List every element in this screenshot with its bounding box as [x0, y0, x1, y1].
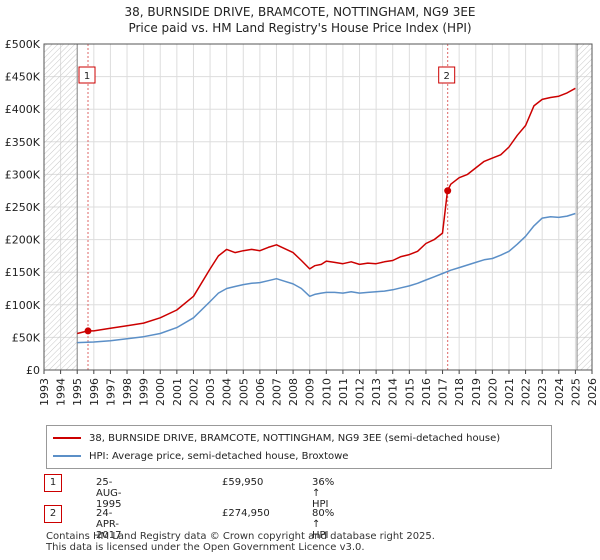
price-chart: 1 2 £0 £50K £100K £150K £200K £250K £300K £350K £… — [5, 38, 599, 406]
x-tick-label: 2007 — [270, 378, 283, 406]
transaction-number: 1 — [44, 474, 62, 492]
y-tick-label: £0 — [26, 364, 40, 377]
x-tick-label: 2005 — [237, 378, 250, 406]
sale-marker-dot — [84, 327, 92, 335]
footer-license: This data is licensed under the Open Gov… — [46, 542, 365, 553]
x-tick-label: 1999 — [138, 378, 151, 406]
y-tick-label: £450K — [5, 71, 41, 84]
y-tick-label: £350K — [5, 136, 41, 149]
legend: 38, BURNSIDE DRIVE, BRAMCOTE, NOTTINGHAM… — [46, 425, 552, 469]
x-tick-label: 2018 — [453, 378, 466, 406]
transaction-hpi: 36% ↑ HPI — [312, 477, 335, 510]
x-tick-label: 1993 — [38, 378, 51, 406]
x-tick-label: 2001 — [171, 378, 184, 406]
transaction-hpi: 80% ↑ HPI — [312, 508, 335, 541]
legend-hpi: HPI: Average price, semi-detached house,… — [53, 448, 348, 464]
footer-copyright: Contains HM Land Registry data © Crown c… — [46, 531, 435, 542]
x-tick-label: 2021 — [503, 378, 516, 406]
property-price-line — [77, 87, 576, 335]
legend-property: 38, BURNSIDE DRIVE, BRAMCOTE, NOTTINGHAM… — [53, 430, 500, 446]
sale-marker-box — [78, 66, 96, 84]
transaction-price: £59,950 — [222, 477, 264, 488]
chart-subtitle: Price paid vs. HM Land Registry's House … — [128, 21, 472, 35]
y-tick-label: £100K — [5, 299, 41, 312]
x-tick-label: 2002 — [187, 378, 200, 406]
x-tick-label: 2026 — [586, 378, 599, 406]
x-tick-label: 2004 — [221, 378, 234, 406]
x-tick-label: 2016 — [420, 378, 433, 406]
legend-hpi-swatch — [53, 455, 81, 457]
footer: Contains HM Land Registry data © Crown c… — [46, 531, 435, 553]
x-tick-label: 2003 — [204, 378, 217, 406]
x-tick-label: 2009 — [304, 378, 317, 406]
x-tick-label: 2023 — [536, 378, 549, 406]
hatched-range — [577, 44, 592, 370]
x-tick-label: 2000 — [154, 378, 167, 406]
transaction-date: 24-APR-2017 — [96, 508, 122, 541]
sale-marker-dot — [444, 187, 452, 195]
x-tick-label: 2017 — [437, 378, 450, 406]
legend-hpi-label: HPI: Average price, semi-detached house,… — [89, 450, 349, 462]
y-tick-label: £200K — [5, 234, 41, 247]
x-tick-label: 2019 — [470, 378, 483, 406]
x-tick-label: 1994 — [55, 378, 68, 406]
sale-marker-box — [438, 66, 456, 84]
legend-property-swatch — [53, 437, 81, 439]
sale-marker-label: 2 — [444, 71, 450, 82]
x-tick-label: 2010 — [320, 378, 333, 406]
hpi-line — [77, 212, 576, 344]
x-tick-label: 2013 — [370, 378, 383, 406]
x-tick-label: 2025 — [569, 378, 582, 406]
x-tick-label: 2020 — [486, 378, 499, 406]
y-tick-label: £50K — [12, 331, 41, 344]
x-tick-label: 2008 — [287, 378, 300, 406]
y-tick-label: £150K — [5, 266, 41, 279]
x-tick-label: 1998 — [121, 378, 134, 406]
transaction-date: 25-AUG-1995 — [96, 477, 122, 510]
y-tick-label: £250K — [5, 201, 41, 214]
x-tick-label: 1995 — [71, 378, 84, 406]
plot-frame — [43, 43, 593, 371]
x-tick-label: 2006 — [254, 378, 267, 406]
x-tick-label: 1996 — [88, 378, 101, 406]
sale-marker-label: 1 — [84, 71, 90, 82]
y-tick-label: £300K — [5, 168, 41, 181]
legend-property-label: 38, BURNSIDE DRIVE, BRAMCOTE, NOTTINGHAM… — [89, 432, 501, 444]
x-tick-label: 2024 — [553, 378, 566, 406]
y-tick-label: £400K — [5, 103, 41, 116]
x-tick-label: 2022 — [520, 378, 533, 406]
hatched-range — [44, 44, 78, 370]
transaction-number: 2 — [44, 505, 62, 523]
x-tick-label: 2014 — [387, 378, 400, 406]
x-tick-label: 2015 — [403, 378, 416, 406]
y-tick-label: £500K — [5, 38, 41, 51]
x-tick-label: 1997 — [104, 378, 117, 406]
transaction-price: £274,950 — [222, 508, 270, 519]
chart-title: 38, BURNSIDE DRIVE, BRAMCOTE, NOTTINGHAM… — [124, 5, 476, 19]
x-tick-label: 2012 — [354, 378, 367, 406]
x-tick-label: 2011 — [337, 378, 350, 406]
